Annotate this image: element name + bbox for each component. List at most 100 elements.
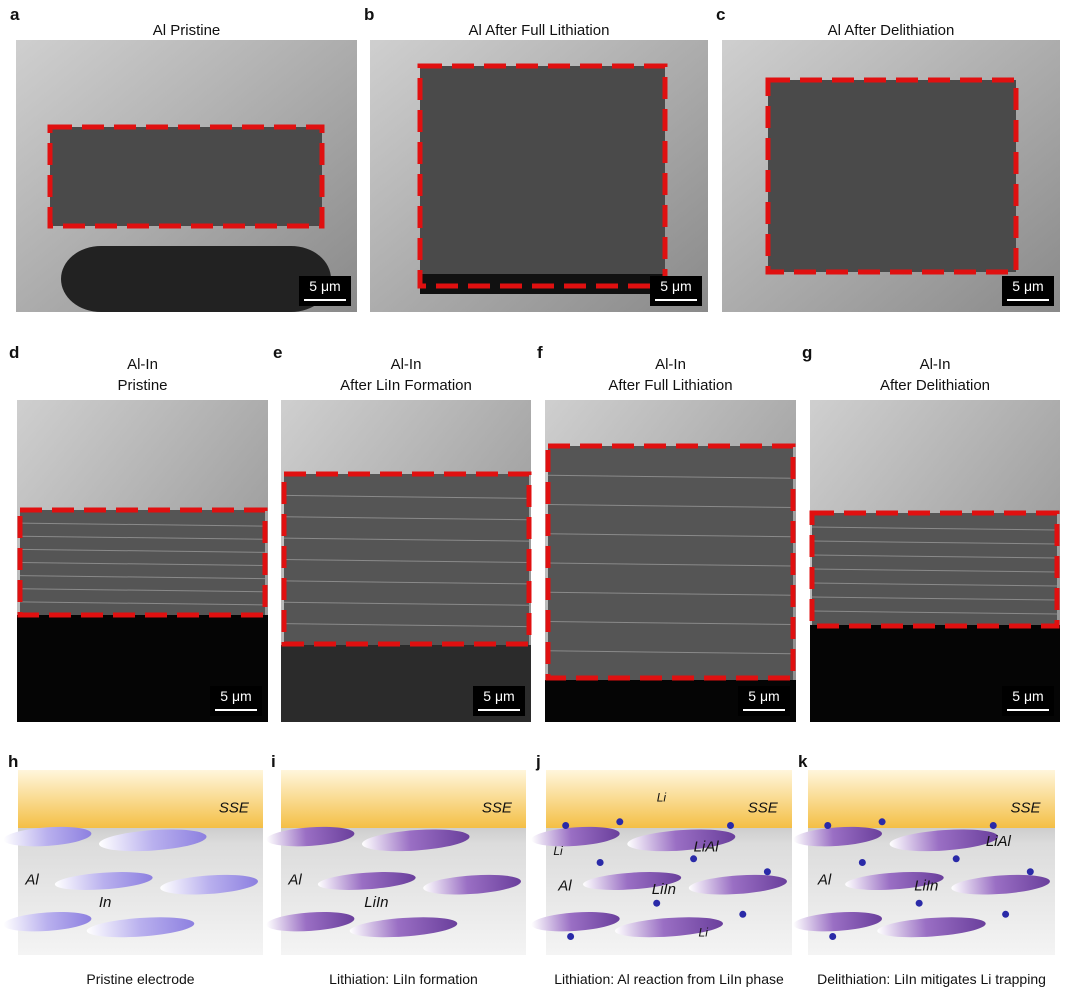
layer-line bbox=[811, 610, 1058, 615]
particle bbox=[951, 874, 1050, 895]
highlight-box bbox=[545, 443, 796, 681]
panel-title: Al Pristine bbox=[153, 22, 221, 39]
highlight-box bbox=[809, 510, 1060, 629]
sem-dark bbox=[61, 246, 331, 312]
panel-title: Al-In bbox=[920, 356, 951, 373]
layer-line bbox=[547, 504, 794, 508]
particle bbox=[160, 874, 258, 895]
panel-letter: a bbox=[10, 5, 20, 24]
highlight-box bbox=[17, 507, 268, 618]
particle bbox=[3, 826, 92, 847]
layer-line bbox=[811, 540, 1058, 545]
scale-bar-label: 5 μm bbox=[309, 278, 340, 294]
scale-bar-label: 5 μm bbox=[1012, 688, 1043, 704]
li-ion bbox=[567, 933, 575, 940]
schematic-label: SSE bbox=[219, 800, 250, 817]
panel-title: Al After Full Lithiation bbox=[469, 22, 610, 39]
layer-line bbox=[19, 548, 266, 553]
schematic-label: Al bbox=[24, 872, 39, 889]
panel-title: Al-In bbox=[127, 356, 158, 373]
layer-line bbox=[547, 621, 794, 625]
sem-section bbox=[768, 80, 1016, 272]
particle bbox=[793, 826, 882, 847]
li-ion bbox=[824, 822, 832, 829]
particle bbox=[266, 826, 355, 847]
panel-letter: e bbox=[273, 343, 282, 362]
highlight-box bbox=[417, 63, 668, 289]
particle bbox=[423, 874, 521, 895]
particle bbox=[793, 911, 882, 932]
panel-letter: k bbox=[798, 752, 808, 771]
panel-caption: Lithiation: LiIn formation bbox=[329, 971, 478, 987]
li-ion bbox=[653, 899, 661, 907]
layer-line bbox=[283, 537, 530, 542]
particle bbox=[317, 872, 416, 890]
li-ion bbox=[829, 933, 837, 940]
li-ion bbox=[727, 822, 734, 829]
particle bbox=[615, 917, 723, 938]
li-ion bbox=[1026, 868, 1034, 876]
panel-title: After Delithiation bbox=[880, 377, 990, 394]
layer-line bbox=[811, 554, 1058, 559]
panel-title: After Full Lithiation bbox=[608, 377, 732, 394]
particle bbox=[54, 872, 153, 890]
layer-line bbox=[547, 474, 794, 479]
particle bbox=[845, 872, 944, 890]
schematic-label: LiAl bbox=[694, 838, 720, 855]
panel-caption: Delithiation: LiIn mitigates Li trapping bbox=[817, 971, 1046, 987]
particle bbox=[688, 874, 787, 895]
schematic-label: LiIn bbox=[914, 877, 938, 894]
particle bbox=[349, 917, 458, 938]
layer-line bbox=[547, 591, 794, 596]
particle bbox=[3, 911, 92, 932]
sse-layer bbox=[281, 770, 526, 828]
schematic-label: SSE bbox=[748, 800, 779, 817]
sse-layer bbox=[546, 770, 792, 828]
particle bbox=[531, 826, 620, 847]
highlight-box bbox=[281, 471, 532, 647]
schematic-label: Li bbox=[657, 790, 667, 804]
schematic-label: LiIn bbox=[364, 894, 388, 911]
layer-line bbox=[283, 623, 530, 628]
layer-line bbox=[19, 601, 266, 606]
scale-bar-label: 5 μm bbox=[660, 278, 691, 294]
layer-line bbox=[283, 516, 530, 521]
panel-letter: i bbox=[271, 752, 276, 771]
scale-bar-label: 5 μm bbox=[1012, 278, 1043, 294]
layer-line bbox=[283, 559, 530, 563]
sem-section bbox=[50, 127, 322, 226]
panel-title: Al After Delithiation bbox=[828, 22, 955, 39]
highlight-box bbox=[765, 77, 1019, 275]
particle bbox=[531, 911, 620, 932]
highlight-box bbox=[47, 124, 325, 229]
layer-line bbox=[283, 494, 530, 499]
schematic-label: Al bbox=[557, 877, 572, 894]
layer-line bbox=[19, 575, 266, 580]
layer-line bbox=[811, 596, 1058, 601]
particle bbox=[583, 872, 682, 890]
panel-caption: Lithiation: Al reaction from LiIn phase bbox=[554, 971, 784, 987]
particle bbox=[361, 829, 470, 852]
panel-title: After LiIn Formation bbox=[340, 377, 472, 394]
schematic-label: SSE bbox=[1011, 800, 1042, 817]
panel-title: Pristine bbox=[117, 377, 167, 394]
schematic-label: Al bbox=[287, 872, 302, 889]
scale-bar-label: 5 μm bbox=[748, 688, 779, 704]
particle bbox=[889, 829, 999, 852]
layer-line bbox=[547, 562, 794, 567]
li-ion bbox=[878, 818, 886, 826]
panel-letter: f bbox=[537, 343, 543, 362]
li-ion bbox=[562, 822, 570, 829]
panel-title: Al-In bbox=[655, 356, 686, 373]
layer-line bbox=[811, 526, 1058, 531]
li-ion bbox=[690, 855, 698, 863]
panel-letter: b bbox=[364, 5, 374, 24]
schematic-label: Li bbox=[699, 926, 709, 940]
li-ion bbox=[989, 822, 997, 829]
li-ion bbox=[763, 868, 771, 876]
li-ion bbox=[858, 859, 866, 866]
sse-layer bbox=[18, 770, 263, 828]
scale-bar-label: 5 μm bbox=[220, 688, 251, 704]
li-ion bbox=[596, 859, 604, 866]
panel-title: Al-In bbox=[391, 356, 422, 373]
